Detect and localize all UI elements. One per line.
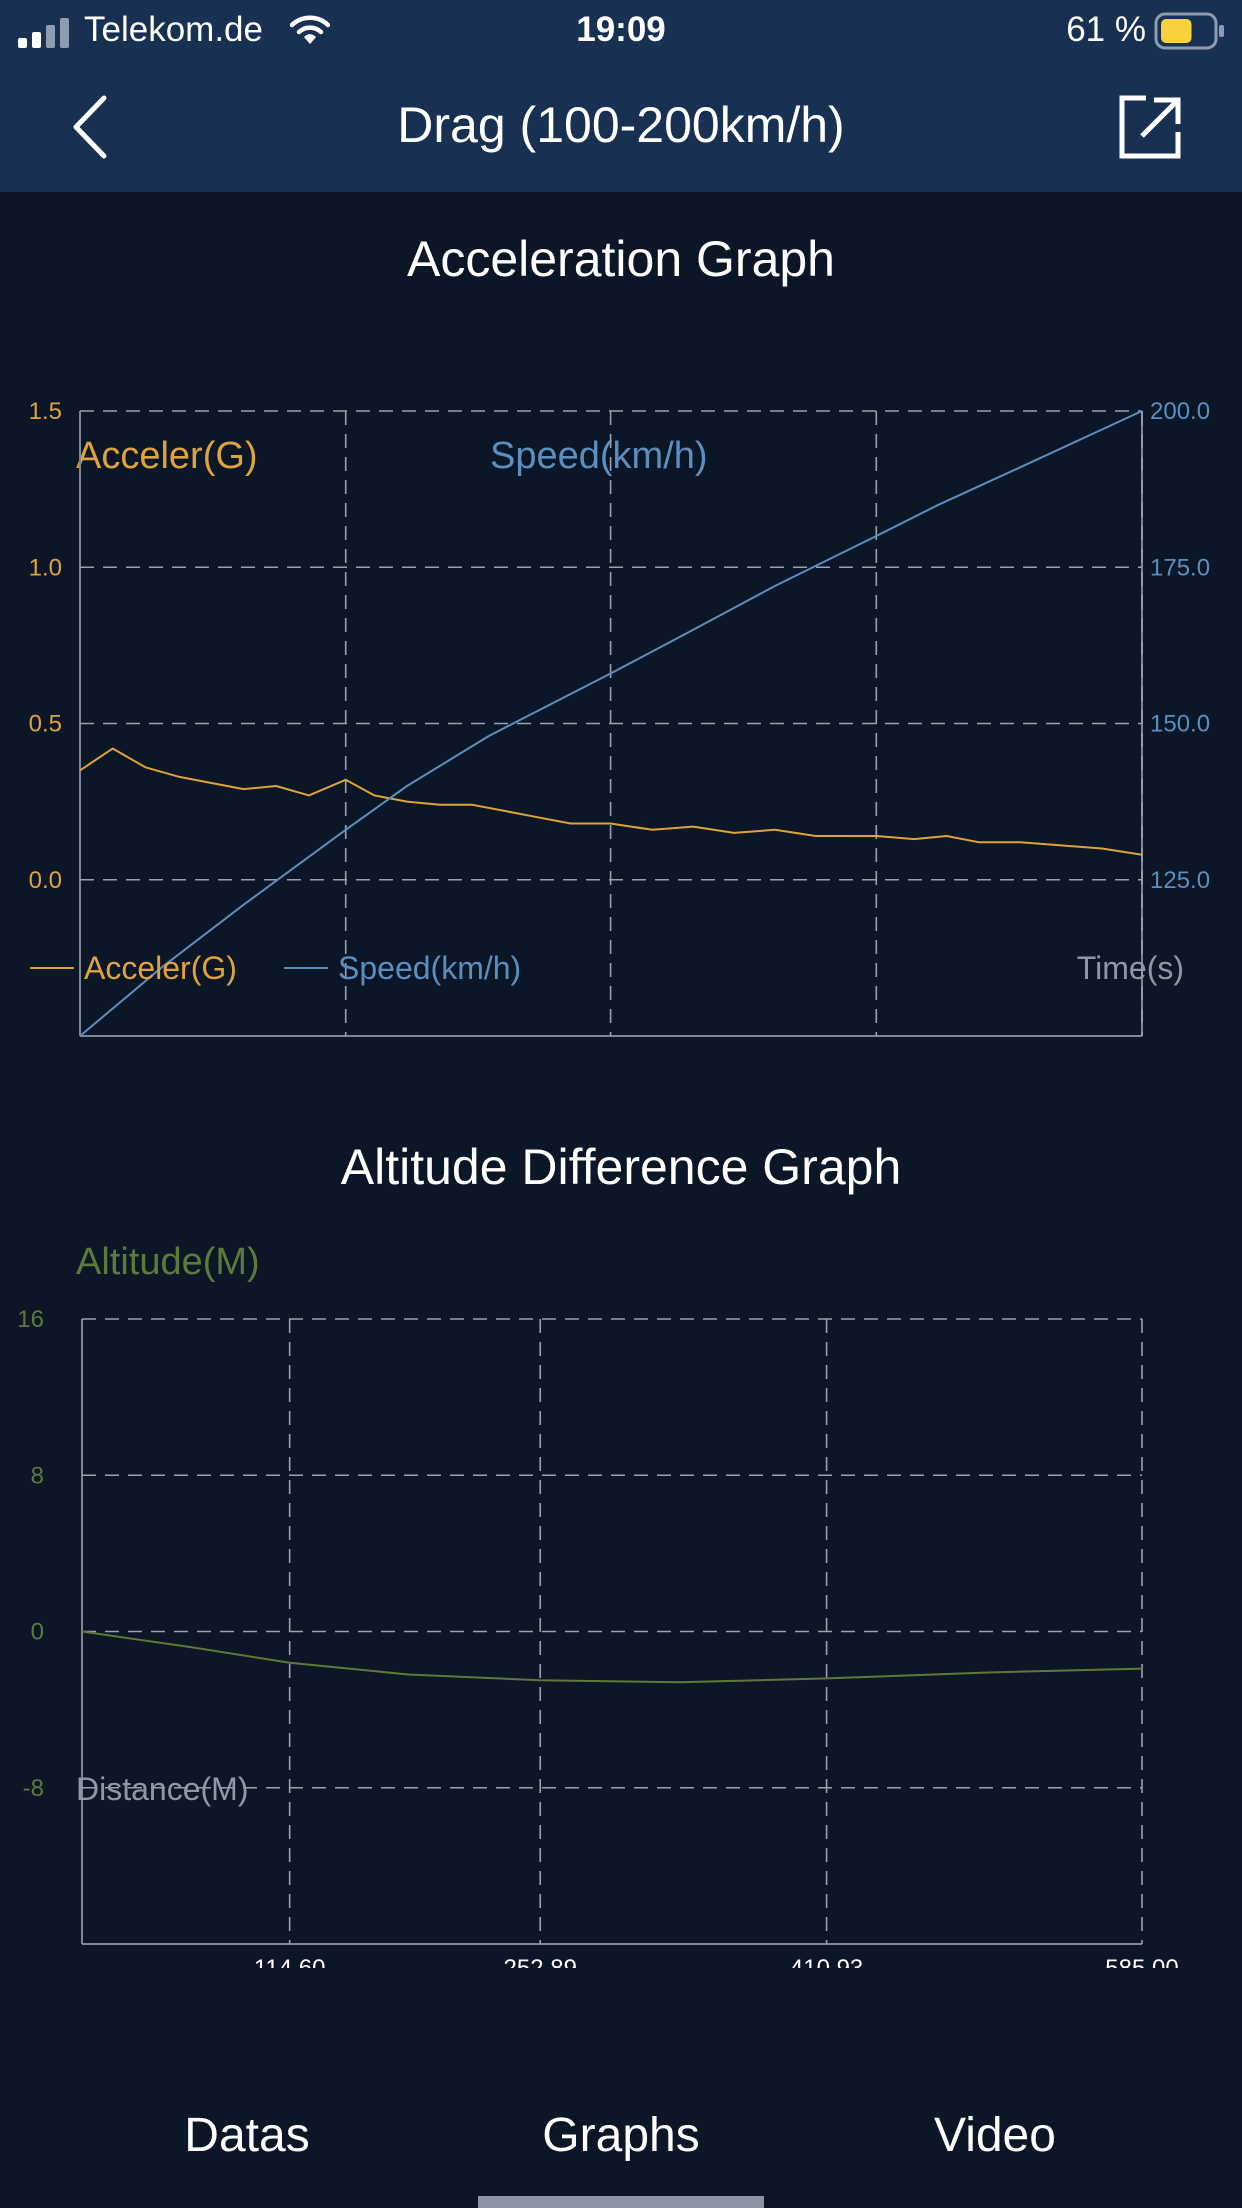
altitude-graph-title: Altitude Difference Graph <box>340 1139 902 1195</box>
y-tick-label: 1.0 <box>29 554 62 581</box>
acceleration-graph-title: Acceleration Graph <box>406 231 835 287</box>
graphs-content: Acceleration Graph Acceler(G) Speed(km/h… <box>0 192 1242 2060</box>
battery-icon <box>1154 12 1224 50</box>
y-tick-label: 1.5 <box>29 398 62 425</box>
y-tick-label: 0.5 <box>29 711 62 738</box>
share-icon[interactable] <box>1114 92 1184 162</box>
x-tick-label: 9.74 <box>853 1047 900 1050</box>
home-indicator <box>478 2196 764 2208</box>
series-line-acceler-g <box>79 747 1143 856</box>
x-axis-label: Time(s) <box>1077 950 1184 986</box>
y-tick-label: 0.0 <box>29 867 62 894</box>
y-right-tick-label: 125.0 <box>1150 867 1210 894</box>
nav-bar: Drag (100-200km/h) <box>0 62 1242 192</box>
carrier-label: Telekom.de <box>84 10 263 49</box>
status-bar: Telekom.de 19:09 61 % <box>0 0 1242 62</box>
tab-video[interactable]: Video <box>934 2109 1056 2162</box>
y-right-tick-label: 175.0 <box>1150 554 1210 581</box>
tab-datas[interactable]: Datas <box>184 2109 310 2162</box>
chevron-left-icon[interactable] <box>60 92 130 162</box>
signal-bars-icon <box>18 18 69 48</box>
legend-speed: Speed(km/h) <box>338 950 521 986</box>
y-tick-label: -8 <box>23 1775 44 1802</box>
battery-percent: 61 % <box>1066 10 1146 49</box>
right-axis-label: Speed(km/h) <box>490 435 708 477</box>
y-right-tick-label: 150.0 <box>1150 711 1210 738</box>
page-title: Drag (100-200km/h) <box>397 97 845 153</box>
distance-axis-label: Distance(M) <box>76 1771 248 1807</box>
left-axis-label: Acceler(G) <box>76 435 258 477</box>
altitude-axis-label: Altitude(M) <box>76 1241 260 1283</box>
tab-graphs[interactable]: Graphs <box>542 2109 700 2162</box>
series-line-speed-km-h <box>79 410 1143 1037</box>
series-line-altitude-m <box>81 1630 1143 1684</box>
legend-acceler: Acceler(G) <box>84 950 237 986</box>
wifi-icon <box>290 15 330 44</box>
x-tick-label: 3.25 <box>322 1047 369 1050</box>
y-tick-label: 16 <box>17 1306 44 1333</box>
x-tick-label: 6.49 <box>587 1047 634 1050</box>
y-tick-label: 0 <box>31 1619 44 1646</box>
y-right-tick-label: 200.0 <box>1150 398 1210 425</box>
x-tick-label: 114.60 <box>254 1955 326 1968</box>
y-tick-label: 8 <box>31 1462 44 1489</box>
bottom-tab-bar: Datas Graphs Video <box>0 2060 1242 2208</box>
acceleration-chart: Acceler(G) Speed(km/h) 1.5 1.0 0.5 0.0 200.0… <box>29 398 1210 1050</box>
x-tick-label: 252.89 <box>504 1955 577 1968</box>
altitude-chart: Altitude(M) 16 8 0 -8 114.60 252.89 410.93 585.… <box>17 1241 1178 1968</box>
x-tick-label: 410.93 <box>790 1955 863 1968</box>
x-tick-label: 585.00 <box>1105 1955 1178 1968</box>
status-time: 19:09 <box>576 10 666 49</box>
x-tick-label: 12.99 <box>1112 1047 1172 1050</box>
